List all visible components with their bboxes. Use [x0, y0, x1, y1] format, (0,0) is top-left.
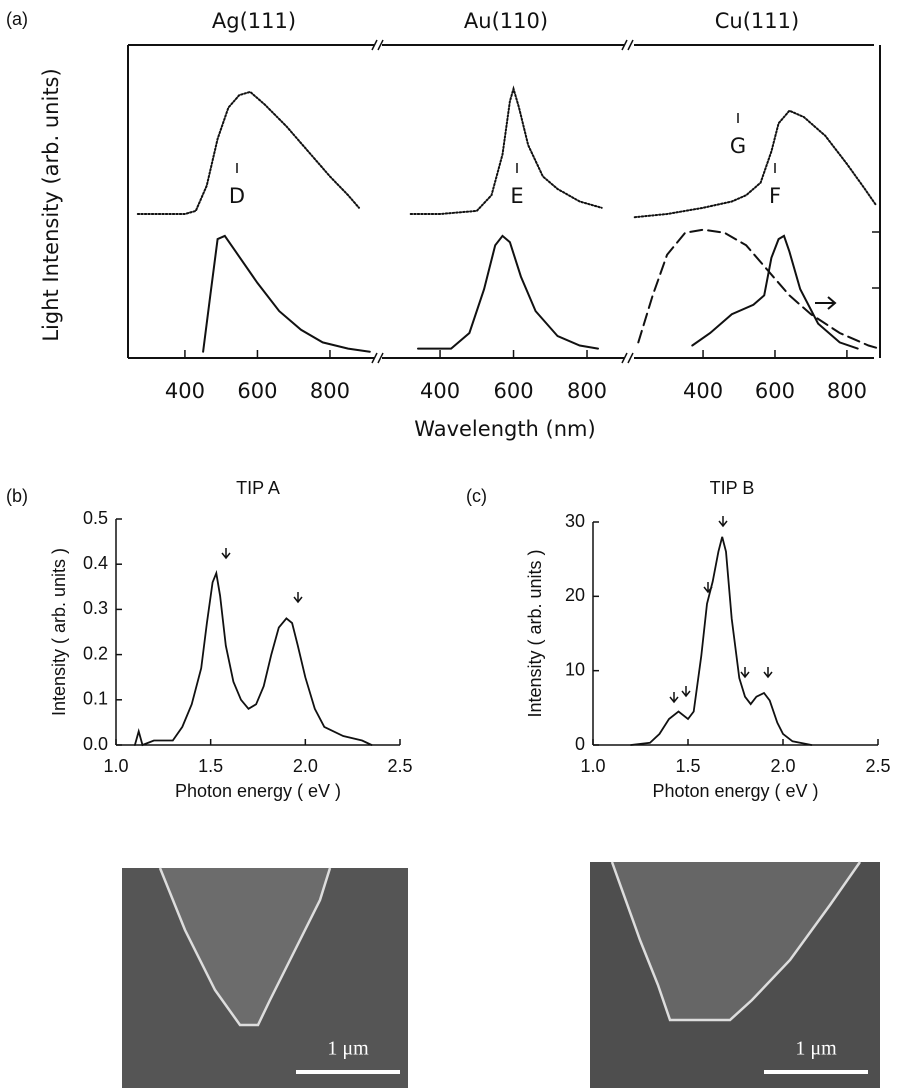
x-tick-label: 2.5	[865, 756, 890, 776]
y-tick-label: 20	[565, 585, 585, 605]
x-tick-label: 400	[683, 379, 723, 403]
annotation: E	[510, 184, 523, 208]
x-tick-label: 600	[755, 379, 795, 403]
annotation: F	[769, 184, 781, 208]
panel-label: (b)	[6, 486, 28, 506]
y-axis-label: Intensity ( arb. units )	[49, 548, 69, 716]
y-tick-label: 0.2	[83, 643, 108, 663]
panel-b: (b) TIP A Intensity ( arb. units ) Photon e…	[6, 478, 413, 801]
x-tick-label: 600	[493, 379, 533, 403]
panel-c: (c) TIP B Intensity ( arb. units ) Photon e…	[466, 478, 891, 801]
data-line	[637, 228, 881, 350]
data-line	[630, 536, 813, 746]
x-tick-label: 2.0	[770, 756, 795, 776]
panel-title: Au(110)	[464, 9, 548, 33]
x-tick-label: 2.0	[293, 756, 318, 776]
data-line	[691, 234, 859, 350]
y-tick-label: 0.3	[83, 598, 108, 618]
y-axis-label: Intensity ( arb. units )	[525, 549, 545, 717]
data-line	[417, 234, 599, 350]
y-tick-label: 0.5	[83, 508, 108, 528]
y-tick-label: 10	[565, 659, 585, 679]
sem-image: 1 μm	[122, 867, 408, 1088]
peak-arrow	[293, 592, 303, 604]
peak-arrow	[669, 692, 679, 704]
x-tick-label: 1.5	[198, 756, 223, 776]
panel-title: TIP A	[236, 478, 280, 498]
arrow	[815, 296, 837, 310]
x-tick-label: 1.0	[103, 756, 128, 776]
peak-arrow	[740, 667, 750, 679]
x-tick-label: 800	[827, 379, 867, 403]
y-tick-label: 30	[565, 511, 585, 531]
x-tick-label: 800	[567, 379, 607, 403]
x-tick-label: 400	[165, 379, 205, 403]
data-line	[409, 85, 603, 215]
y-tick-label: 0.0	[83, 734, 108, 754]
x-tick-label: 2.5	[387, 756, 412, 776]
data-line	[202, 234, 371, 353]
peak-arrow	[718, 516, 728, 528]
peak-arrow	[221, 548, 231, 560]
x-axis-label: Photon energy ( eV )	[175, 781, 341, 801]
x-tick-label: 600	[237, 379, 277, 403]
data-line	[134, 569, 373, 747]
scale-label: 1 μm	[327, 1038, 369, 1060]
annotation: D	[229, 184, 245, 208]
y-axis-label: Light Intensity (arb. units)	[39, 68, 63, 341]
x-tick-label: 400	[420, 379, 460, 403]
axis-break	[621, 352, 634, 364]
x-axis-label: Wavelength (nm)	[414, 417, 595, 441]
annotation: G	[730, 134, 746, 158]
peak-arrow	[703, 582, 713, 594]
panel-label: (a)	[6, 9, 28, 29]
axis-break	[371, 352, 384, 364]
panel-title: Cu(111)	[715, 9, 799, 33]
peak-arrow	[763, 667, 773, 679]
data-line	[633, 109, 877, 219]
x-tick-label: 1.5	[675, 756, 700, 776]
x-tick-label: 800	[310, 379, 350, 403]
x-axis-label: Photon energy ( eV )	[652, 781, 818, 801]
tip-shape	[612, 862, 860, 1020]
x-tick-label: 1.0	[580, 756, 605, 776]
panel-label: (c)	[466, 486, 487, 506]
scale-label: 1 μm	[795, 1038, 837, 1060]
axis-break	[621, 39, 634, 51]
data-line	[136, 90, 360, 215]
tip-edge	[610, 861, 862, 1022]
sem-image: 1 μm	[590, 861, 880, 1088]
tip-edge	[158, 867, 332, 1027]
tip-shape	[160, 868, 330, 1025]
y-tick-label: 0.4	[83, 553, 108, 573]
y-tick-label: 0	[575, 734, 585, 754]
panel-a: (a) Light Intensity (arb. units) Wavelengt…	[6, 9, 881, 441]
panel-title: Ag(111)	[212, 9, 296, 33]
panel-title: TIP B	[710, 478, 755, 498]
y-tick-label: 0.1	[83, 689, 108, 709]
peak-arrow	[681, 686, 691, 698]
axis-break	[371, 39, 384, 51]
